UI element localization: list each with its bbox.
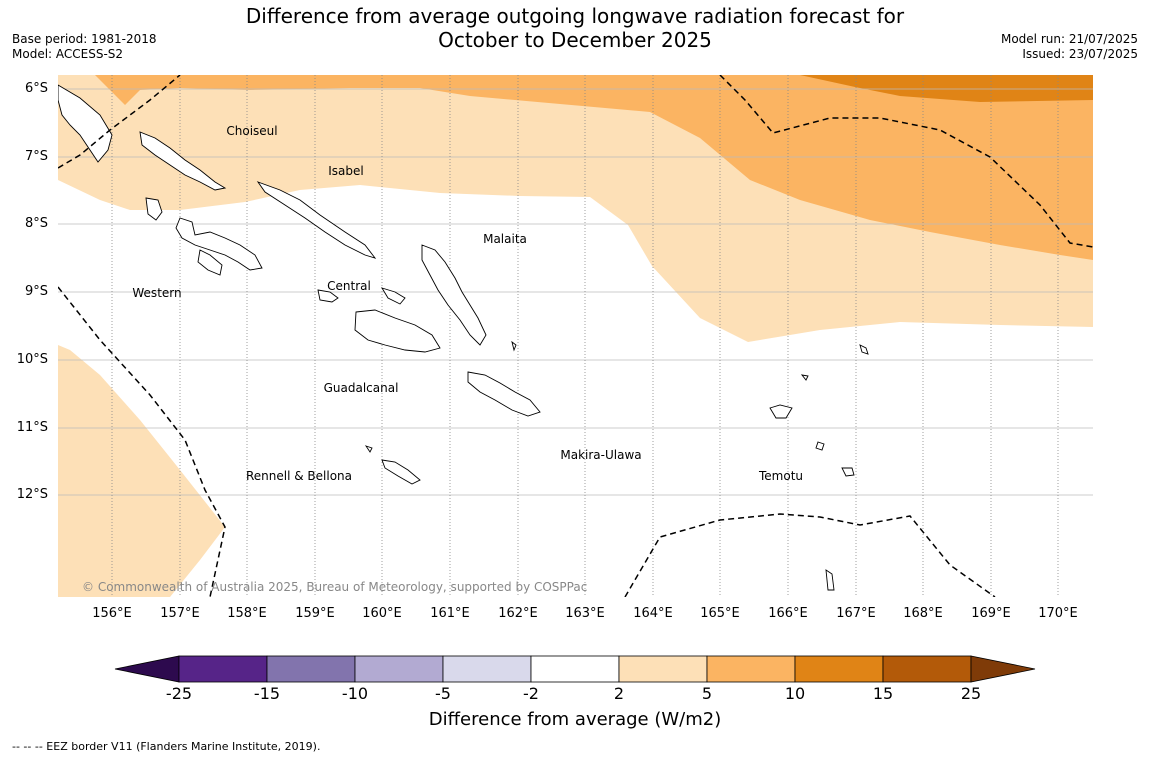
island-duff: [800, 374, 809, 381]
anomaly-2-5-southwest: [58, 345, 225, 597]
island-bellona: [364, 445, 373, 453]
island-ulawa: [511, 340, 517, 352]
colorbar-label-10: 10: [784, 684, 806, 703]
island-reef: [859, 344, 869, 355]
colorbar-title: Difference from average (W/m2): [428, 709, 722, 730]
eez-borders: [58, 75, 1093, 597]
island-choiseul: [139, 131, 227, 191]
eez-footnote: -- -- -- EEZ border V11 (Flanders Marine…: [12, 740, 321, 753]
colorbar-segment-8: [794, 655, 884, 683]
gridlines: [58, 88, 1093, 496]
lon-label-168e: 168°E: [903, 606, 943, 621]
title-line-2: October to December 2025: [438, 28, 712, 52]
meta-right: Model run: 21/07/2025 Issued: 23/07/2025: [1001, 32, 1138, 62]
lon-label-158e: 158°E: [227, 606, 267, 621]
lat-label-7s: 7°S: [24, 149, 48, 164]
map-area: [58, 75, 1093, 597]
model-name: Model: ACCESS-S2: [12, 47, 124, 61]
region-label-central: Central: [327, 279, 371, 293]
colorbar-under-triangle: [114, 655, 180, 683]
copyright-notice: © Commonwealth of Australia 2025, Bureau…: [82, 580, 588, 594]
island-guadalcanal: [354, 309, 441, 353]
anomaly-5-10: [95, 75, 1093, 260]
island-russell: [381, 287, 406, 305]
region-label-guadalcanal: Guadalcanal: [323, 381, 399, 395]
anomaly-10-15: [800, 75, 1093, 102]
colorbar: [114, 655, 1036, 683]
lon-label-160e: 160°E: [362, 606, 402, 621]
colorbar-segment-5: [530, 655, 620, 683]
island-bougainville: [58, 84, 113, 163]
issued-date: Issued: 23/07/2025: [1022, 47, 1138, 61]
longitude-lines: [111, 75, 1059, 597]
colorbar-label-neg15: -15: [253, 684, 281, 703]
lat-label-12s: 12°S: [16, 487, 48, 502]
region-label-makira-ulawa: Makira-Ulawa: [560, 448, 642, 462]
region-label-temotu: Temotu: [758, 469, 804, 483]
colorbar-label-neg10: -10: [341, 684, 369, 703]
lon-label-157e: 157°E: [160, 606, 200, 621]
colorbar-segment-9: [882, 655, 972, 683]
lat-label-9s: 9°S: [24, 284, 48, 299]
colorbar-label-15: 15: [872, 684, 894, 703]
colorbar-segment-1: [178, 655, 268, 683]
island-nggela: [317, 289, 339, 303]
lat-label-6s: 6°S: [24, 81, 48, 96]
colorbar-label-neg2: -2: [523, 684, 539, 703]
lon-label-165e: 165°E: [700, 606, 740, 621]
lon-label-166e: 166°E: [768, 606, 808, 621]
lon-label-164e: 164°E: [633, 606, 673, 621]
colorbar-label-neg5: -5: [435, 684, 451, 703]
island-new-georgia: [175, 217, 263, 271]
lat-label-8s: 8°S: [24, 216, 48, 231]
region-label-rennell-bellona: Rennell & Bellona: [245, 469, 353, 483]
colorbar-segment-7: [706, 655, 796, 683]
region-label-isabel: Isabel: [328, 164, 364, 178]
lon-label-156e: 156°E: [92, 606, 132, 621]
colorbar-over-triangle: [970, 655, 1036, 683]
model-run: Model run: 21/07/2025: [1000, 32, 1138, 46]
colorbar-label-25: 25: [960, 684, 982, 703]
colorbar-label-neg25: -25: [165, 684, 193, 703]
lon-label-159e: 159°E: [295, 606, 335, 621]
region-label-malaita: Malaita: [483, 232, 527, 246]
map-title: Difference from average outgoing longwav…: [0, 4, 1150, 52]
lon-label-161e: 161°E: [430, 606, 470, 621]
island-malaita: [421, 244, 487, 346]
lon-label-170e: 170°E: [1038, 606, 1078, 621]
meta-left: Base period: 1981-2018 Model: ACCESS-S2: [12, 32, 157, 62]
colorbar-segment-4: [442, 655, 532, 683]
colorbar-segment-3: [354, 655, 444, 683]
island-rendova: [197, 249, 223, 276]
title-line-1: Difference from average outgoing longwav…: [245, 4, 905, 28]
lon-label-163e: 163°E: [565, 606, 605, 621]
island-rennell: [381, 459, 421, 485]
island-utupua: [815, 441, 825, 451]
lon-label-162e: 162°E: [498, 606, 538, 621]
lon-label-169e: 169°E: [971, 606, 1011, 621]
lon-label-167e: 167°E: [836, 606, 876, 621]
island-isabel: [256, 181, 377, 259]
colorbar-label-5: 5: [701, 684, 713, 703]
coastlines: [58, 84, 869, 591]
island-vella-lavella: [145, 197, 163, 221]
colorbar-segment-2: [266, 655, 356, 683]
region-label-western: Western: [132, 286, 182, 300]
lat-label-10s: 10°S: [16, 352, 48, 367]
island-tikopia: [825, 569, 835, 591]
base-period: Base period: 1981-2018: [12, 32, 157, 46]
island-santa-cruz: [769, 404, 793, 419]
region-label-choiseul: Choiseul: [226, 124, 278, 138]
lat-label-11s: 11°S: [16, 420, 48, 435]
colorbar-segment-6: [618, 655, 708, 683]
island-makira: [467, 371, 541, 417]
colorbar-label-2: 2: [613, 684, 625, 703]
island-vanikoro: [841, 467, 855, 477]
